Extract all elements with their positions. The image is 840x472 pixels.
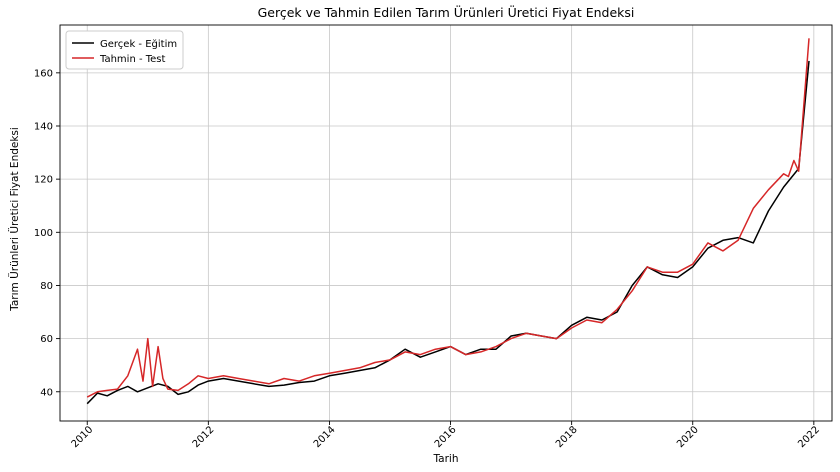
- y-axis-ticks: 40 60 80 100 120 140 160: [34, 68, 60, 398]
- legend-label-gercek: Gerçek - Eğitim: [100, 38, 177, 50]
- y-tick-label: 40: [40, 387, 53, 398]
- legend-label-tahmin: Tahmin - Test: [99, 54, 166, 65]
- x-tick-label: 2022: [796, 424, 822, 450]
- y-tick-label: 120: [34, 175, 53, 186]
- x-tick-label: 2014: [312, 424, 338, 450]
- series-line-gercek-egitim: [86, 60, 810, 405]
- series-layer: [86, 38, 810, 405]
- legend-box: [65, 30, 184, 70]
- y-tick-label: 160: [34, 68, 53, 79]
- x-axis-ticks: 2010 2012 2014 2016 2018 2020 2022: [70, 421, 822, 450]
- x-tick-label: 2010: [70, 424, 96, 450]
- x-tick-label: 2016: [433, 424, 459, 450]
- x-tick-label: 2020: [675, 424, 701, 450]
- x-axis-label: Tarih: [433, 453, 459, 465]
- series-line-tahmin-test: [86, 38, 810, 398]
- y-tick-label: 100: [34, 228, 53, 239]
- y-tick-label: 60: [40, 334, 53, 345]
- y-tick-label: 140: [34, 121, 53, 132]
- y-tick-label: 80: [40, 281, 53, 292]
- legend: Gerçek - Eğitim Tahmin - Test: [65, 30, 184, 70]
- chart-title: Gerçek ve Tahmin Edilen Tarım Ürünleri Ü…: [258, 4, 635, 20]
- x-tick-label: 2012: [191, 424, 217, 450]
- plot-frame: [59, 24, 833, 422]
- grid-lines: [60, 25, 832, 421]
- x-tick-label: 2018: [554, 424, 580, 450]
- y-axis-label: Tarım Ürünleri Üretici Fiyat Endeksi: [8, 127, 21, 312]
